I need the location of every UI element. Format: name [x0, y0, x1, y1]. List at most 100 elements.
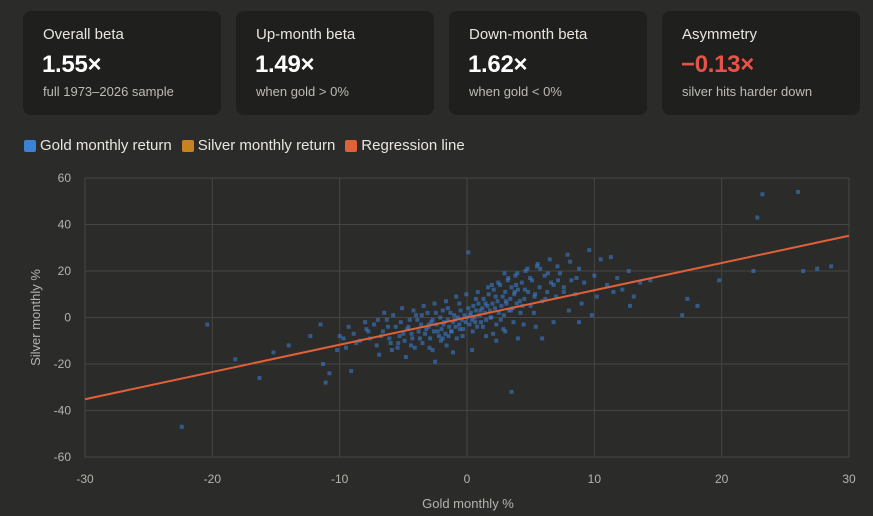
scatter-point [502, 271, 507, 276]
scatter-point [374, 343, 379, 348]
y-tick-label: -20 [54, 357, 72, 371]
scatter-point [486, 285, 491, 290]
scatter-point [372, 322, 377, 327]
scatter-point [438, 315, 443, 320]
y-tick-label: 40 [58, 218, 72, 232]
scatter-point [468, 310, 473, 315]
scatter-point [509, 389, 514, 394]
scatter-point [490, 301, 495, 306]
scatter-point [554, 294, 559, 299]
scatter-point [405, 327, 410, 332]
scatter-point [233, 357, 238, 362]
scatter-point [549, 280, 554, 285]
y-tick-label: 20 [58, 264, 72, 278]
scatter-point [496, 310, 501, 315]
scatter-point [349, 368, 354, 373]
scatter-point [366, 329, 371, 334]
scatter-point [521, 322, 526, 327]
scatter-point [450, 350, 455, 355]
scatter-point [389, 348, 394, 353]
chart-legend: Gold monthly return Silver monthly retur… [24, 137, 475, 154]
scatter-point [470, 348, 475, 353]
scatter-point [565, 252, 570, 257]
scatter-point [511, 320, 516, 325]
y-tick-label: 60 [58, 171, 72, 185]
stat-subtitle: full 1973–2026 sample [43, 84, 174, 99]
scatter-point [395, 345, 400, 350]
scatter-point [271, 350, 276, 355]
scatter-point [439, 327, 444, 332]
scatter-point [557, 271, 562, 276]
legend-label: Gold monthly return [40, 137, 172, 154]
scatter-point [801, 269, 806, 273]
scatter-point [566, 308, 571, 313]
scatter-point [594, 294, 599, 299]
scatter-point [488, 315, 493, 320]
scatter-point [574, 275, 579, 280]
scatter-point [582, 280, 587, 285]
scatter-point [341, 336, 346, 341]
scatter-point [751, 269, 756, 273]
scatter-point [387, 336, 392, 341]
scatter-point [475, 324, 480, 329]
scatter-point [375, 317, 380, 322]
scatter-point [615, 275, 620, 280]
scatter-point [760, 192, 765, 197]
scatter-point [454, 336, 459, 341]
chart-grid [84, 177, 850, 458]
scatter-point [443, 331, 448, 336]
scatter-point [419, 322, 424, 327]
scatter-point [815, 266, 820, 271]
scatter-point [509, 285, 514, 290]
legend-item-gold[interactable]: Gold monthly return [24, 137, 172, 154]
scatter-point [501, 313, 506, 318]
scatter-point [532, 294, 537, 299]
y-axis-title: Silver monthly % [28, 269, 43, 366]
scatter-point [611, 289, 616, 294]
scatter-point [513, 273, 518, 278]
scatter-point [499, 303, 504, 308]
scatter-point [408, 343, 413, 348]
scatter-point [460, 334, 465, 339]
scatter-point [433, 359, 438, 364]
scatter-point [535, 262, 540, 267]
scatter-point [522, 287, 527, 292]
scatter-point [489, 282, 494, 287]
stat-value: 1.49× [255, 51, 315, 78]
scatter-point [398, 320, 403, 325]
scatter-point [551, 320, 556, 325]
x-tick-label: 10 [588, 472, 602, 486]
scatter-point [608, 255, 613, 260]
scatter-point [638, 280, 643, 285]
scatter-point [542, 273, 547, 278]
scatter-point [308, 334, 313, 339]
scatter-point [496, 280, 501, 285]
scatter-point [377, 352, 382, 357]
scatter-point [494, 322, 499, 327]
scatter-point [444, 343, 449, 348]
scatter-point [522, 296, 527, 301]
scatter-point [529, 278, 534, 283]
scatter-point [508, 308, 513, 313]
scatter-point [556, 278, 561, 283]
scatter-point [476, 301, 481, 306]
scatter-point [436, 334, 441, 339]
scatter-point [561, 289, 566, 294]
scatter-point [717, 278, 722, 283]
scatter-point [503, 329, 508, 334]
legend-item-silver[interactable]: Silver monthly return [181, 137, 335, 154]
scatter-point [459, 317, 464, 322]
stat-label: Asymmetry [682, 26, 757, 43]
scatter-point [393, 324, 398, 329]
stat-subtitle: when gold < 0% [469, 84, 562, 99]
scatter-point [551, 282, 556, 287]
scatter-point [432, 301, 437, 306]
scatter-point [620, 287, 625, 292]
legend-item-regression[interactable]: Regression line [345, 137, 465, 154]
scatter-point [417, 336, 422, 341]
scatter-point [346, 324, 351, 329]
scatter-point [414, 313, 419, 318]
scatter-point [438, 338, 443, 343]
scatter-point [526, 289, 531, 294]
scatter-point [533, 292, 538, 297]
